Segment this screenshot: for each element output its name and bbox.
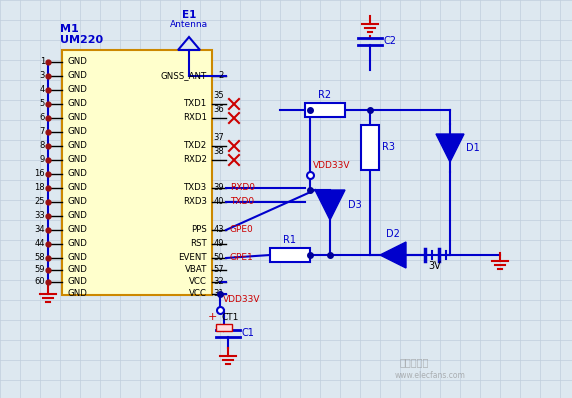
Text: GPE1: GPE1 xyxy=(230,254,254,263)
Text: www.elecfans.com: www.elecfans.com xyxy=(395,371,466,380)
Text: RXD1: RXD1 xyxy=(183,113,207,123)
Text: TXD0: TXD0 xyxy=(230,197,254,207)
Polygon shape xyxy=(315,190,345,220)
Text: GND: GND xyxy=(67,240,87,248)
Text: R3: R3 xyxy=(382,142,395,152)
Bar xyxy=(305,103,345,117)
Text: RST: RST xyxy=(190,240,207,248)
Text: GND: GND xyxy=(67,226,87,234)
Text: E1: E1 xyxy=(182,10,196,20)
Text: 60: 60 xyxy=(34,277,45,287)
Text: 38: 38 xyxy=(213,148,224,156)
FancyBboxPatch shape xyxy=(62,50,212,295)
Text: RXD3: RXD3 xyxy=(183,197,207,207)
Text: C2: C2 xyxy=(384,36,397,46)
Text: GND: GND xyxy=(67,197,87,207)
Text: TXD1: TXD1 xyxy=(184,100,207,109)
Text: 57: 57 xyxy=(213,265,224,275)
Text: VBAT: VBAT xyxy=(185,265,207,275)
Text: GND: GND xyxy=(67,254,87,263)
Text: 36: 36 xyxy=(213,105,224,115)
Text: GND: GND xyxy=(67,211,87,220)
Text: GPE0: GPE0 xyxy=(230,226,254,234)
Text: 3V: 3V xyxy=(428,261,442,271)
Text: D1: D1 xyxy=(466,143,480,153)
Text: 34: 34 xyxy=(34,226,45,234)
Text: 9: 9 xyxy=(39,156,45,164)
Text: TXD2: TXD2 xyxy=(184,142,207,150)
Text: D2: D2 xyxy=(386,229,400,239)
Text: 35: 35 xyxy=(213,92,224,101)
Polygon shape xyxy=(380,242,406,268)
Text: RXD0: RXD0 xyxy=(230,183,255,193)
Text: 32: 32 xyxy=(213,277,224,287)
Text: R2: R2 xyxy=(319,90,332,100)
Text: VDD33V: VDD33V xyxy=(313,161,351,170)
Text: RXD2: RXD2 xyxy=(183,156,207,164)
Text: D3: D3 xyxy=(348,200,362,210)
Text: 4: 4 xyxy=(39,86,45,94)
Bar xyxy=(270,248,310,262)
Text: GNSS_ANT: GNSS_ANT xyxy=(161,72,207,80)
Text: TXD3: TXD3 xyxy=(184,183,207,193)
Text: 40: 40 xyxy=(213,197,224,207)
Text: +: + xyxy=(207,312,217,322)
Text: GND: GND xyxy=(67,86,87,94)
Text: 50: 50 xyxy=(213,254,224,263)
Text: 39: 39 xyxy=(213,183,224,193)
Text: C1: C1 xyxy=(242,328,255,338)
Text: 31: 31 xyxy=(213,289,224,298)
Text: R1: R1 xyxy=(284,235,296,245)
Text: 2: 2 xyxy=(219,72,224,80)
Text: 1: 1 xyxy=(39,57,45,66)
Text: 33: 33 xyxy=(34,211,45,220)
Text: 25: 25 xyxy=(34,197,45,207)
Text: 58: 58 xyxy=(34,254,45,263)
Bar xyxy=(361,125,379,170)
Text: 电子发烧友: 电子发烧友 xyxy=(400,357,430,367)
Bar xyxy=(216,324,232,331)
Text: 8: 8 xyxy=(39,142,45,150)
Text: 43: 43 xyxy=(213,226,224,234)
Text: 6: 6 xyxy=(39,113,45,123)
Text: 49: 49 xyxy=(213,240,224,248)
Text: VDD33V: VDD33V xyxy=(223,295,260,304)
Text: PPS: PPS xyxy=(191,226,207,234)
Text: 7: 7 xyxy=(39,127,45,137)
Text: GND: GND xyxy=(67,265,87,275)
Text: GND: GND xyxy=(67,183,87,193)
Text: 37: 37 xyxy=(213,133,224,142)
Text: GND: GND xyxy=(67,57,87,66)
Text: GND: GND xyxy=(67,170,87,178)
Text: GND: GND xyxy=(67,72,87,80)
Text: GND: GND xyxy=(67,100,87,109)
Text: 59: 59 xyxy=(34,265,45,275)
Text: M1: M1 xyxy=(60,24,79,34)
Text: GND: GND xyxy=(67,156,87,164)
Text: GND: GND xyxy=(67,142,87,150)
Text: 3: 3 xyxy=(39,72,45,80)
Text: VCC: VCC xyxy=(189,277,207,287)
Polygon shape xyxy=(436,134,464,162)
Text: GND: GND xyxy=(67,127,87,137)
Text: EVENT: EVENT xyxy=(178,254,207,263)
Text: GND: GND xyxy=(67,113,87,123)
Text: 5: 5 xyxy=(39,100,45,109)
Text: GND: GND xyxy=(67,277,87,287)
Text: 18: 18 xyxy=(34,183,45,193)
Text: GND: GND xyxy=(67,289,87,298)
Text: 44: 44 xyxy=(34,240,45,248)
Text: CT1: CT1 xyxy=(222,313,239,322)
Text: Antenna: Antenna xyxy=(170,20,208,29)
Text: 16: 16 xyxy=(34,170,45,178)
Text: VCC: VCC xyxy=(189,289,207,298)
Text: UM220: UM220 xyxy=(60,35,103,45)
